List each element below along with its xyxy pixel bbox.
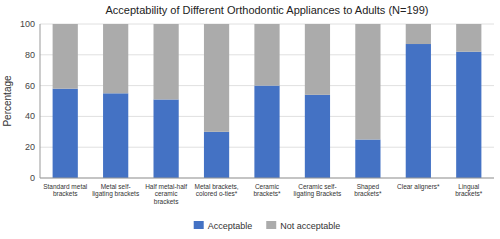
x-tick-label: Lingualbrackets* (455, 183, 483, 197)
x-tick-label-line: Half metal-half (145, 183, 187, 190)
bar (305, 95, 330, 178)
x-tick-label-line: brackets* (455, 190, 483, 197)
legend: Acceptable Not acceptable (194, 221, 341, 231)
x-tick-label-line: ligating Brackets (294, 190, 342, 198)
grid-line (40, 178, 494, 179)
y-tick-label: 0 (30, 173, 35, 183)
bar (53, 89, 78, 178)
x-tick-label-line: brackets* (253, 190, 281, 197)
x-tick-label-line: ceramic (155, 190, 179, 197)
x-tick-label: Shapedbrackets* (354, 183, 382, 197)
bar (456, 24, 481, 52)
bar (53, 24, 78, 89)
y-tick-label: 60 (25, 81, 35, 91)
bar (103, 93, 128, 178)
bar (355, 140, 380, 179)
bar (406, 44, 431, 178)
x-tick-label-line: Ceramic self- (298, 183, 336, 190)
bar (456, 52, 481, 178)
bar (204, 132, 229, 178)
x-tick-label-line: ligating brackets (92, 190, 140, 198)
x-tick-label-line: Standard metal (43, 183, 88, 190)
y-axis-label: Percentage (2, 75, 13, 127)
y-tick-label: 20 (25, 142, 35, 152)
x-tick-label: Clear aligners* (397, 183, 440, 191)
bar (154, 24, 179, 99)
x-tick-label-line: Metal brackets, (195, 183, 239, 190)
bar (154, 99, 179, 178)
x-tick-label: Standard metalbrackets (43, 183, 88, 197)
chart: Acceptability of Different Orthodontic A… (0, 0, 500, 239)
x-tick-label-line: brackets (53, 190, 78, 197)
x-tick-label-line: brackets (154, 198, 179, 205)
y-axis-line (40, 24, 41, 178)
x-tick-label: Half metal-halfceramicbrackets (145, 183, 187, 205)
bar (254, 86, 279, 178)
x-tick-label-line: brackets* (354, 190, 382, 197)
x-tick-label-line: Ceramic (255, 183, 280, 190)
legend-swatch (266, 221, 276, 229)
y-tick-label: 80 (25, 50, 35, 60)
x-tick-label-line: colored o-ties* (196, 190, 238, 197)
bar (305, 24, 330, 95)
bar (355, 24, 380, 140)
title: Acceptability of Different Orthodontic A… (106, 4, 429, 16)
x-tick-label: Metal brackets,colored o-ties* (195, 183, 239, 197)
legend-label: Not acceptable (280, 221, 340, 231)
x-tick-label: Ceramicbrackets* (253, 183, 281, 197)
bar (204, 24, 229, 132)
bar (254, 24, 279, 86)
legend-swatch (194, 221, 204, 229)
x-tick-label-line: Clear aligners* (397, 183, 440, 191)
y-tick-label: 40 (25, 111, 35, 121)
x-tick-label: Metal self-ligating brackets (92, 183, 140, 198)
legend-label: Acceptable (208, 221, 253, 231)
bar (406, 24, 431, 44)
bar (103, 24, 128, 93)
grid (40, 24, 494, 178)
x-axis-line (40, 178, 494, 179)
x-tick-label: Ceramic self-ligating Brackets (294, 183, 342, 198)
x-tick-label-line: Metal self- (101, 183, 131, 190)
y-tick-label: 100 (20, 19, 35, 29)
